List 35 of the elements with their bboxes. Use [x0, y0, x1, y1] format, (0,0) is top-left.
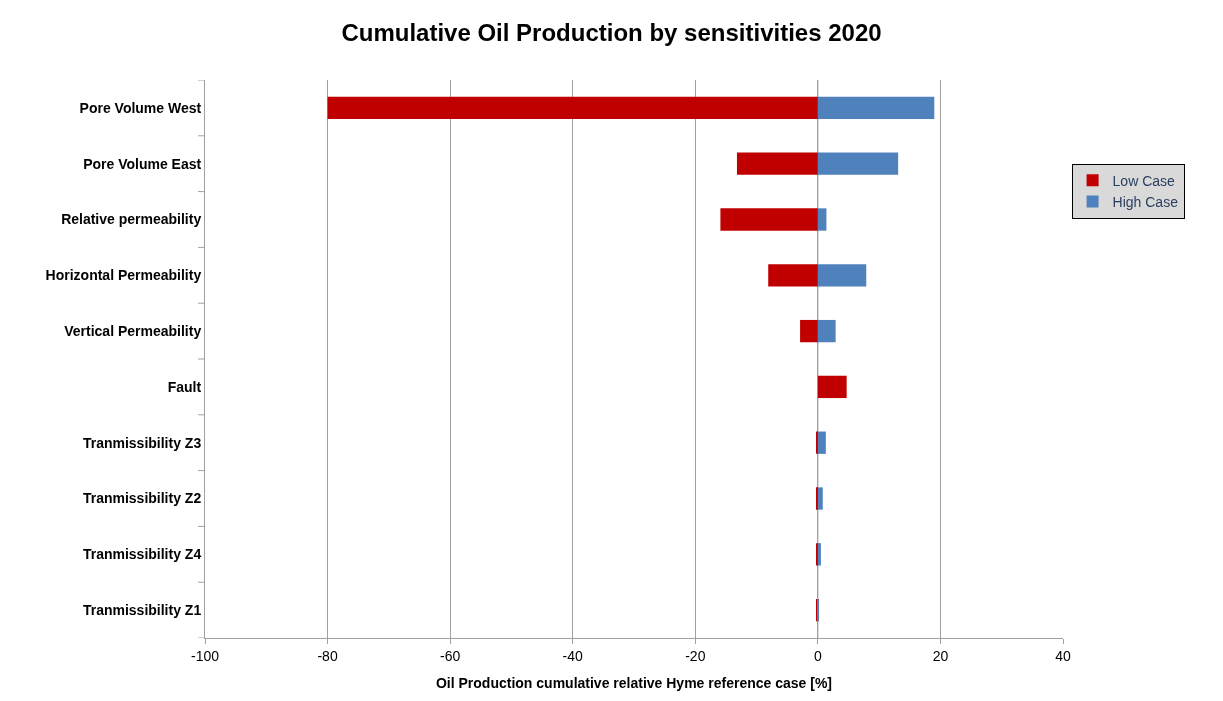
- y-tick-label: Pore Volume East: [83, 155, 202, 172]
- x-tick-label: -80: [317, 647, 338, 664]
- bar: [817, 319, 836, 343]
- y-tick-label: Tranmissibility Z3: [82, 434, 202, 451]
- x-tick-label: -20: [685, 647, 706, 664]
- y-tick-label: Horizontal Permeability: [45, 267, 202, 284]
- x-axis-title: Oil Production cumulative relative Hyme reference case [%]: [435, 675, 833, 692]
- bar: [800, 319, 818, 343]
- chart-title: Cumulative Oil Production by sensitivities 2020: [341, 19, 882, 47]
- y-tick-label: Pore Volume West: [79, 99, 202, 116]
- bar: [768, 264, 818, 287]
- y-tick-label: Tranmissibility Z4: [82, 546, 202, 563]
- x-tick-label: 0: [813, 647, 822, 664]
- bar: [327, 96, 818, 120]
- y-tick-label: Relative permeability: [61, 211, 202, 228]
- bar: [817, 208, 827, 231]
- bar: [817, 375, 847, 399]
- x-tick-label: -60: [440, 647, 461, 664]
- bar: [817, 487, 823, 510]
- x-tick-label: -40: [562, 647, 584, 664]
- x-tick-label: 20: [932, 647, 949, 664]
- y-tick-label: Fault: [167, 378, 202, 395]
- bar: [736, 152, 818, 175]
- bar: [817, 152, 899, 175]
- x-tick-label: 40: [1055, 647, 1071, 664]
- legend-label: Low Case: [1112, 172, 1176, 189]
- x-tick-label: -100: [190, 647, 220, 664]
- y-tick-label: Tranmissibility Z1: [82, 602, 202, 618]
- legend-label: High Case: [1112, 193, 1179, 210]
- bar: [720, 208, 818, 231]
- bar: [817, 96, 935, 120]
- y-tick-label: Vertical Permeability: [64, 323, 202, 339]
- bar: [817, 264, 867, 287]
- bar: [817, 431, 826, 454]
- y-tick-label: Tranmissibility Z2: [82, 490, 202, 507]
